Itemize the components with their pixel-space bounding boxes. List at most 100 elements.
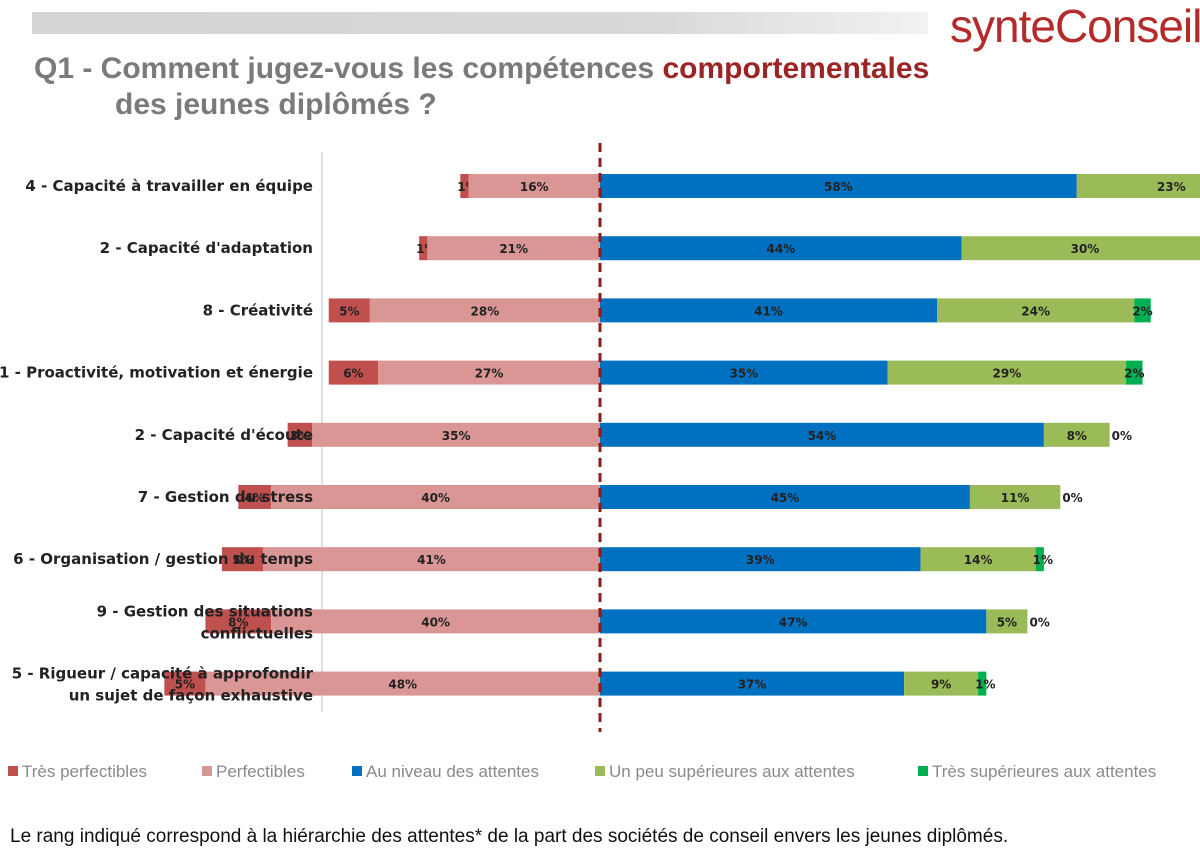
- bar-segment: [205, 609, 272, 634]
- bar-value-label: 6%: [343, 367, 363, 381]
- bar-value-label: 30%: [1071, 242, 1100, 256]
- bar-value-label: 44%: [766, 242, 795, 256]
- bar-value-label: 27%: [475, 367, 504, 381]
- bar-value-label: 8%: [228, 615, 248, 629]
- chart-category-labels: 4 - Capacité à travailler en équipe 2 - C…: [0, 177, 314, 705]
- bar-segment: [969, 485, 1061, 509]
- category-label: conflictuelles: [201, 624, 314, 642]
- bar-value-label: 45%: [771, 491, 800, 505]
- bar-value-label: 37%: [738, 678, 767, 692]
- bar-segment: [937, 298, 1135, 323]
- legend-swatch: [595, 766, 605, 776]
- bar-value-label: 5%: [997, 615, 1017, 629]
- bar-segment: [312, 422, 600, 447]
- bar-value-label: 21%: [499, 242, 528, 256]
- category-label: 2 - Capacité d'écoute: [135, 426, 313, 444]
- bar-segment: [978, 671, 987, 696]
- bar-segment: [221, 547, 263, 572]
- bar-value-label: 0%: [1062, 491, 1082, 505]
- bar-value-label: 54%: [808, 429, 837, 443]
- category-label: 6 - Organisation / gestion du temps: [13, 550, 313, 568]
- bar-value-label: 2%: [1132, 304, 1152, 318]
- bar-segment: [164, 671, 206, 696]
- category-label: 8 - Créativité: [203, 301, 313, 319]
- bar-segment: [600, 174, 1077, 198]
- legend-label: Un peu supérieures aux attentes: [609, 762, 855, 781]
- stacked-bar-chart: 1% 16% 58% 23% 2% 1% 21% 44% 30% 3% 5% 28% 41% 24% 2% 6…: [0, 143, 1200, 781]
- footnote: Le rang indiqué correspond à la hiérarch…: [10, 826, 1009, 847]
- bar-segment: [1076, 174, 1200, 198]
- category-label: 1 - Proactivité, motivation et énergie: [0, 364, 313, 382]
- bar-value-label: 41%: [754, 304, 783, 318]
- legend-item: Perfectibles: [202, 762, 305, 781]
- bar-value-label: 39%: [746, 553, 775, 567]
- chart-legend: Très perfectibles Perfectibles Au niveau d…: [8, 762, 1156, 781]
- category-label: 2 - Capacité d'adaptation: [100, 239, 313, 257]
- bar-value-label: 1%: [975, 678, 995, 692]
- bar-segment: [460, 174, 469, 198]
- legend-label: Très supérieures aux attentes: [932, 762, 1156, 781]
- legend-swatch: [202, 766, 212, 776]
- bar-value-label: 35%: [729, 367, 758, 381]
- title-highlight: comportementales: [662, 52, 930, 85]
- bar-segment: [600, 422, 1044, 447]
- bar-segment: [600, 671, 905, 696]
- bar-value-label: 9%: [931, 678, 951, 692]
- bar-segment: [887, 360, 1127, 385]
- legend-item: Très supérieures aux attentes: [918, 762, 1156, 781]
- bar-segment: [238, 485, 272, 509]
- bar-value-label: 28%: [471, 304, 500, 318]
- category-label: 4 - Capacité à travailler en équipe: [25, 177, 313, 195]
- bar-segment: [328, 360, 379, 385]
- bar-segment: [1043, 422, 1110, 447]
- legend-item: Très perfectibles: [8, 762, 147, 781]
- bar-value-label: 4%: [245, 491, 265, 505]
- legend-label: Au niveau des attentes: [366, 762, 539, 781]
- legend-label: Très perfectibles: [22, 762, 147, 781]
- bar-segment: [1126, 360, 1143, 385]
- legend-swatch: [8, 766, 18, 776]
- bar-value-label: 1%: [1033, 553, 1053, 567]
- legend-swatch: [918, 766, 928, 776]
- bar-value-label: 40%: [421, 615, 450, 629]
- legend-item: Un peu supérieures aux attentes: [595, 762, 855, 781]
- page-title-line1: Q1 - Comment jugez-vous les compétences …: [34, 52, 929, 86]
- bar-segment: [271, 485, 600, 509]
- bar-segment: [600, 360, 888, 385]
- bar-segment: [600, 547, 921, 572]
- bar-segment: [205, 671, 600, 696]
- bar-value-label: 24%: [1021, 304, 1050, 318]
- title-prefix: Q1 - Comment jugez-vous les compétences: [34, 52, 663, 85]
- logo-text-conseil: Conseil: [1054, 0, 1200, 52]
- bar-value-label: 58%: [824, 180, 853, 194]
- legend-swatch: [352, 766, 362, 776]
- legend-label: Perfectibles: [216, 762, 305, 781]
- bar-value-label: 40%: [421, 491, 450, 505]
- bar-segment: [328, 298, 370, 323]
- bar-value-label: 29%: [993, 367, 1022, 381]
- bar-segment: [378, 360, 600, 385]
- bar-value-label: 8%: [1067, 429, 1087, 443]
- bar-segment: [920, 547, 1036, 572]
- bar-value-label: 5%: [175, 678, 195, 692]
- bar-value-label: 3%: [290, 429, 310, 443]
- bar-segment: [271, 609, 600, 634]
- category-label: 7 - Gestion du stress: [138, 488, 313, 506]
- bar-segment: [600, 298, 938, 323]
- bar-segment: [904, 671, 979, 696]
- legend-item: Au niveau des attentes: [352, 762, 539, 781]
- category-label: un sujet de façon exhaustive: [69, 687, 313, 705]
- bar-value-label: 35%: [442, 429, 471, 443]
- bar-value-label: 41%: [417, 553, 446, 567]
- bar-segment: [961, 236, 1200, 261]
- bar-segment: [287, 422, 313, 447]
- bar-segment: [600, 485, 970, 509]
- chart-bars: 1% 16% 58% 23% 2% 1% 21% 44% 30% 3% 5% 28% 41% 24% 2% 6…: [164, 143, 1200, 732]
- bar-value-label: 2%: [1124, 367, 1144, 381]
- bar-segment: [262, 547, 600, 572]
- bar-segment: [1035, 547, 1044, 572]
- syntec-conseil-logo: synteConseil: [950, 0, 1200, 52]
- bar-value-label: 48%: [388, 678, 417, 692]
- category-label: 5 - Rigueur / capacité à approfondir: [12, 665, 314, 683]
- bar-value-label: 5%: [339, 304, 359, 318]
